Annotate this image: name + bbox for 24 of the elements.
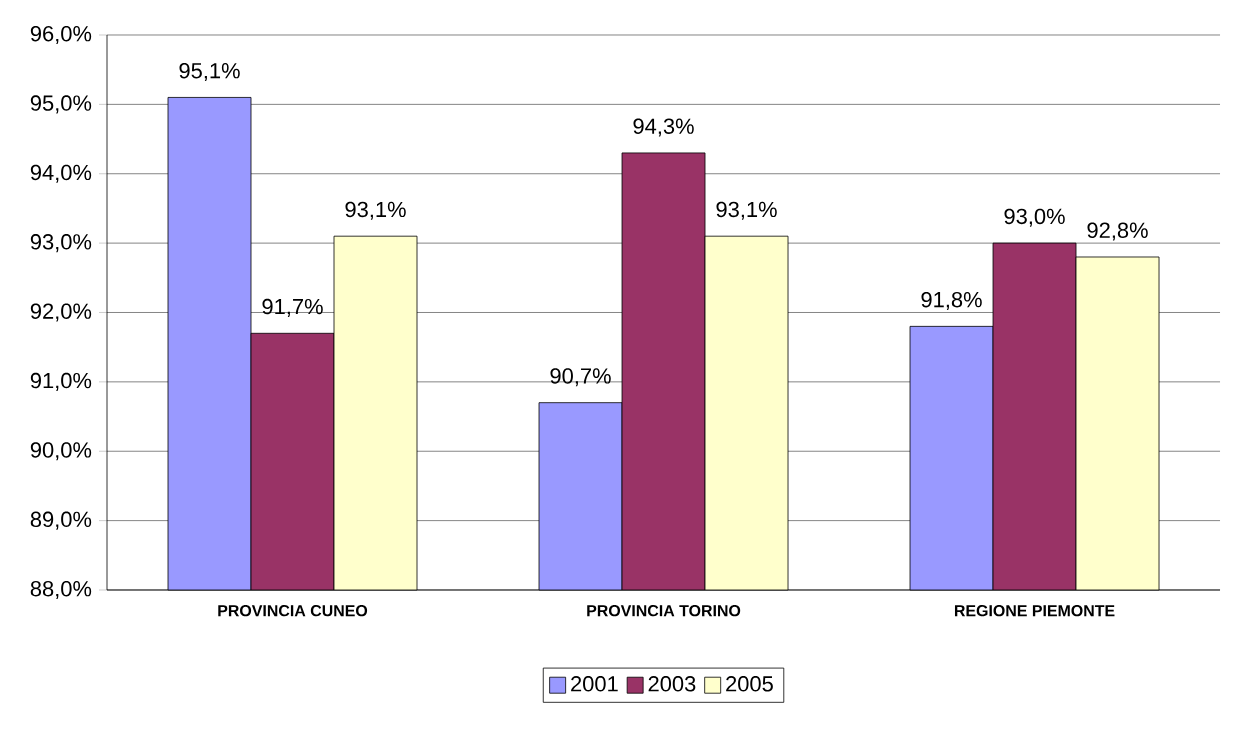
data-label: 94,3% bbox=[633, 118, 694, 137]
y-tick-label: 95,0% bbox=[30, 95, 92, 114]
y-tick-label: 96,0% bbox=[30, 25, 92, 45]
data-label: 93,0% bbox=[1004, 208, 1065, 227]
y-tick-label: 89,0% bbox=[30, 511, 92, 530]
data-label: 91,8% bbox=[921, 291, 982, 310]
x-tick-label: REGIONE PIEMONTE bbox=[954, 605, 1115, 617]
legend-label: 2001 bbox=[571, 676, 618, 692]
y-tick-label: 93,0% bbox=[30, 234, 92, 253]
y-tick-label: 92,0% bbox=[30, 303, 92, 322]
data-label: 93,1% bbox=[345, 201, 406, 220]
data-label: 93,1% bbox=[716, 201, 777, 220]
x-tick-label: PROVINCIA TORINO bbox=[587, 605, 741, 617]
data-label: 91,7% bbox=[262, 298, 323, 317]
data-label: 95,1% bbox=[179, 62, 240, 82]
x-tick-label: PROVINCIA CUNEO bbox=[218, 605, 368, 617]
legend-label: 2005 bbox=[726, 676, 773, 692]
y-tick-label: 91,0% bbox=[30, 372, 92, 391]
legend-label: 2003 bbox=[648, 676, 696, 692]
data-label: 90,7% bbox=[550, 368, 611, 387]
y-tick-label: 88,0% bbox=[30, 580, 92, 600]
y-tick-label: 90,0% bbox=[30, 442, 92, 461]
data-label: 92,8% bbox=[1087, 222, 1148, 241]
y-tick-label: 94,0% bbox=[30, 164, 92, 183]
